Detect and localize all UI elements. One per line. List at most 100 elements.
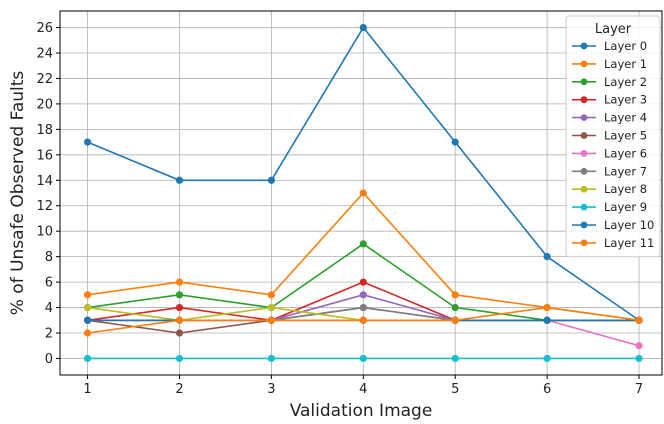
data-point bbox=[175, 329, 184, 337]
legend-item: Layer 9 bbox=[572, 200, 647, 214]
legend-label: Layer 0 bbox=[604, 39, 647, 53]
data-point bbox=[175, 303, 184, 312]
legend-swatch-marker bbox=[580, 167, 588, 175]
legend-swatch-marker bbox=[580, 78, 588, 86]
legend-label: Layer 5 bbox=[604, 129, 647, 143]
legend-label: Layer 1 bbox=[604, 57, 647, 71]
y-tick-label: 14 bbox=[36, 174, 53, 189]
y-tick-label: 4 bbox=[45, 301, 53, 316]
x-tick-label: 5 bbox=[451, 382, 459, 397]
legend-swatch-marker bbox=[580, 42, 588, 50]
y-tick-label: 10 bbox=[36, 225, 53, 240]
x-tick-label: 3 bbox=[267, 382, 275, 397]
y-tick-label: 24 bbox=[36, 47, 53, 62]
data-point bbox=[359, 240, 367, 248]
legend-swatch-marker bbox=[580, 203, 588, 211]
legend-item: Layer 11 bbox=[572, 236, 654, 250]
legend-item: Layer 6 bbox=[572, 146, 647, 160]
legend-item: Layer 2 bbox=[572, 75, 647, 89]
legend-title: Layer bbox=[595, 22, 632, 37]
x-axis-label: Validation Image bbox=[290, 401, 433, 420]
data-point bbox=[359, 189, 367, 197]
data-point bbox=[175, 278, 184, 286]
data-point bbox=[175, 354, 184, 363]
data-point bbox=[543, 253, 551, 261]
legend-item: Layer 5 bbox=[572, 129, 647, 143]
legend-label: Layer 9 bbox=[604, 200, 647, 214]
data-point bbox=[543, 316, 551, 324]
legend-label: Layer 4 bbox=[604, 111, 647, 125]
data-point bbox=[267, 291, 275, 299]
data-point bbox=[451, 316, 459, 324]
y-tick-label: 12 bbox=[36, 199, 53, 214]
legend-item: Layer 8 bbox=[572, 182, 647, 196]
data-point bbox=[635, 354, 643, 363]
data-point bbox=[451, 303, 459, 312]
data-point bbox=[175, 291, 184, 299]
legend-label: Layer 6 bbox=[604, 146, 647, 160]
data-point bbox=[635, 316, 643, 324]
data-point bbox=[83, 303, 92, 312]
data-point bbox=[543, 303, 551, 312]
series-layer-11 bbox=[83, 303, 643, 337]
x-tick-label: 6 bbox=[543, 382, 551, 397]
legend-swatch-marker bbox=[580, 114, 588, 121]
y-tick-label: 8 bbox=[45, 250, 53, 265]
data-point bbox=[83, 138, 92, 146]
legend-item: Layer 0 bbox=[572, 39, 647, 53]
legend-item: Layer 10 bbox=[572, 218, 654, 232]
legend-item: Layer 7 bbox=[572, 164, 647, 178]
x-tick-label: 2 bbox=[175, 382, 183, 397]
data-point bbox=[359, 316, 367, 324]
y-axis-label: % of Unsafe Observed Faults bbox=[8, 71, 28, 316]
data-point bbox=[635, 342, 643, 350]
data-point bbox=[267, 303, 275, 312]
y-tick-label: 26 bbox=[36, 21, 53, 36]
data-point bbox=[83, 354, 92, 363]
plot-frame bbox=[59, 10, 663, 376]
x-tick-label: 1 bbox=[83, 382, 91, 397]
data-point bbox=[83, 329, 92, 337]
data-point bbox=[359, 23, 367, 32]
y-tick-label: 2 bbox=[45, 327, 53, 342]
legend-label: Layer 7 bbox=[604, 164, 647, 178]
data-point bbox=[359, 354, 367, 363]
legend-label: Layer 10 bbox=[604, 218, 654, 232]
legend-swatch-marker bbox=[580, 150, 588, 157]
data-point bbox=[267, 316, 275, 324]
legend-swatch-marker bbox=[580, 60, 588, 68]
series-layer-9 bbox=[83, 354, 643, 363]
data-point bbox=[175, 176, 184, 184]
data-point bbox=[267, 176, 275, 184]
data-point bbox=[359, 278, 367, 286]
legend-item: Layer 3 bbox=[572, 93, 647, 107]
legend: Layer Layer 0 Layer 1 Layer 2 Layer 3 Layer 4… bbox=[565, 15, 661, 258]
y-tick-label: 6 bbox=[45, 276, 53, 291]
data-point bbox=[83, 291, 92, 299]
legend-label: Layer 11 bbox=[604, 236, 654, 250]
legend-label: Layer 8 bbox=[604, 182, 647, 196]
legend-label: Layer 3 bbox=[604, 93, 647, 107]
y-tick-label: 16 bbox=[36, 148, 53, 163]
y-tick-label: 22 bbox=[36, 72, 53, 87]
x-tick-label: 4 bbox=[359, 382, 367, 397]
data-point bbox=[451, 138, 459, 146]
legend-box bbox=[565, 15, 661, 258]
series-layer-0 bbox=[83, 23, 643, 324]
data-point bbox=[267, 354, 275, 363]
y-tick-label: 18 bbox=[36, 123, 53, 138]
data-point bbox=[359, 303, 367, 312]
data-point bbox=[451, 354, 459, 363]
series-lines bbox=[83, 23, 643, 363]
legend-swatch-marker bbox=[580, 221, 588, 229]
y-tick-label: 0 bbox=[45, 352, 53, 367]
data-point bbox=[543, 354, 551, 363]
legend-item: Layer 1 bbox=[572, 57, 647, 71]
data-point bbox=[175, 316, 184, 324]
data-point bbox=[83, 316, 92, 324]
legend-swatch-marker bbox=[580, 132, 588, 139]
legend-item: Layer 4 bbox=[572, 111, 647, 125]
legend-label: Layer 2 bbox=[604, 75, 647, 89]
